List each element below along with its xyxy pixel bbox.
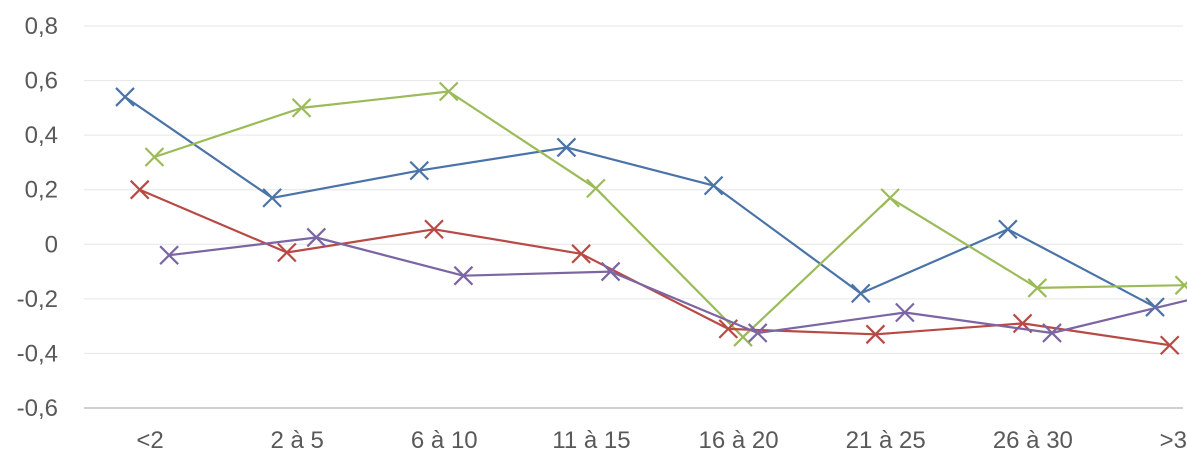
x-tick-label: 2 à 5 [270,427,323,454]
marker-stroke [291,98,312,118]
y-tick-label: -0,6 [17,395,58,422]
data-point-marker [865,324,886,345]
gridlines [84,25,1183,354]
data-point-marker [571,244,591,264]
y-tick-label: 0 [45,231,58,258]
y-tick-label: 0,6 [25,68,58,95]
marker-stroke [571,244,591,264]
marker-stroke [306,227,327,248]
x-tick-label: 6 à 10 [411,427,478,454]
data-point-marker [586,178,606,199]
marker-stroke [1027,278,1048,298]
x-tick-label: 16 à 20 [699,427,779,454]
marker-stroke [600,261,621,282]
data-point-marker [1042,323,1062,343]
x-tick-label: >30 [1160,427,1187,454]
data-point-marker [1027,278,1048,298]
marker-stroke [747,323,768,343]
series-line [124,95,1156,308]
data-point-marker [306,227,327,248]
data-point-marker [144,147,165,167]
marker-stroke [1042,323,1062,343]
data-point-marker [159,245,179,265]
data-point-marker [291,98,312,118]
y-tick-label: 0,4 [25,122,58,149]
series-line [154,90,1185,339]
marker-stroke [277,242,297,263]
data-point-marker [747,323,768,343]
data-point-marker [733,327,753,347]
marker-stroke [850,283,871,304]
x-tick-label: 26 à 30 [993,427,1073,454]
y-tick-label: -0,2 [17,286,58,313]
data-point-marker [129,179,150,200]
series-1 [115,87,1165,317]
data-point-marker [438,81,459,102]
data-point-marker [1174,275,1187,295]
marker-stroke [115,87,135,107]
marker-stroke [262,188,282,208]
marker-stroke [556,137,577,158]
marker-stroke [438,81,459,102]
marker-stroke [159,245,179,265]
x-axis-tick-labels: <2 2 à 5 6 à 10 11 à 15 16 à 20 21 à 25 26 à 3… [136,427,1187,454]
data-point-marker [880,188,900,208]
series-group [115,81,1187,356]
series-2 [144,81,1187,347]
marker-stroke [1174,281,1187,295]
y-axis-tick-labels: 0,8 0,6 0,4 0,2 0 -0,2 -0,4 -0,6 [17,13,58,422]
data-point-marker [895,302,915,323]
x-tick-label: <2 [136,427,163,454]
data-point-marker [998,219,1018,240]
data-point-marker [556,137,577,158]
data-point-marker [277,242,297,263]
data-point-marker [703,175,724,196]
series-line [168,236,1187,335]
marker-stroke [1159,335,1180,356]
data-point-marker [850,283,871,304]
marker-stroke [998,219,1018,240]
series-line [139,188,1170,347]
marker-stroke [144,147,165,167]
marker-stroke [409,160,430,181]
marker-stroke [733,327,753,347]
marker-stroke [453,265,474,286]
data-point-marker [1159,335,1180,356]
x-tick-label: 21 à 25 [846,427,926,454]
data-point-marker [600,261,621,282]
marker-stroke [586,178,606,199]
y-tick-label: -0,4 [17,340,58,367]
marker-stroke [424,219,444,240]
y-tick-label: 0,8 [25,13,58,40]
series-4 [159,227,1187,343]
data-point-marker [262,188,282,208]
x-tick-label: 11 à 15 [552,427,630,454]
marker-stroke [895,302,915,323]
data-point-marker [115,87,135,107]
y-tick-label: 0,2 [25,177,58,204]
data-point-marker [453,265,474,286]
marker-stroke [1012,313,1033,334]
data-point-marker [424,219,444,240]
data-point-marker [409,160,430,181]
marker-stroke [880,188,900,208]
marker-stroke [865,324,886,345]
marker-stroke [129,179,150,200]
marker-stroke [703,175,724,196]
